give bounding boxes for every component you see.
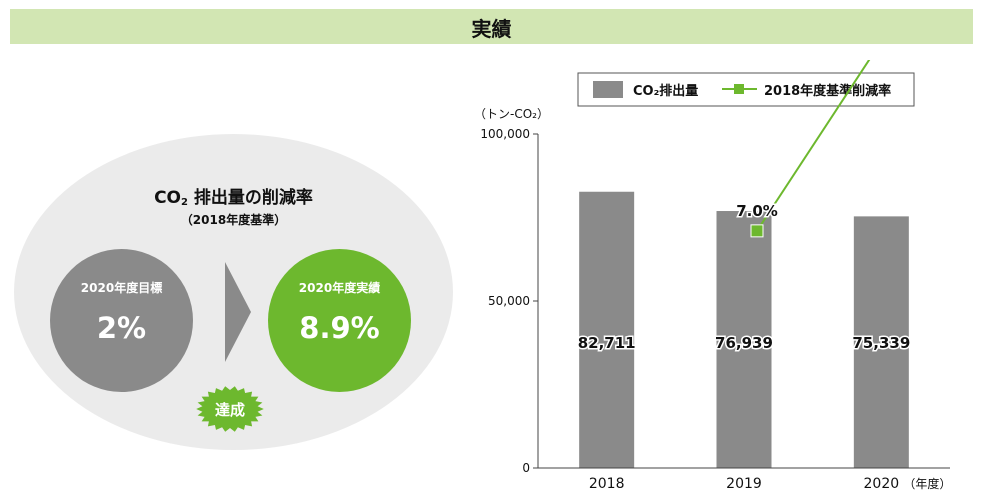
summary-title-co: CO <box>154 188 182 208</box>
line-point <box>750 224 764 238</box>
x-axis-unit: （年度） <box>903 476 951 491</box>
target-label: 2020年度目標 <box>80 281 163 295</box>
title-bar: 実績 <box>10 9 973 44</box>
bar-value-label: 76,939 <box>715 334 773 352</box>
bar-2020 <box>853 216 909 468</box>
achievement-badge-label: 達成 <box>214 401 245 419</box>
bar-value-label: 75,339 <box>852 334 910 352</box>
y-tick-label: 50,000 <box>488 294 530 308</box>
bar-2019 <box>716 211 772 468</box>
line-path <box>756 60 871 232</box>
legend-line-marker <box>734 84 744 94</box>
summary-title-sub: 2 <box>181 197 188 208</box>
legend-bar-label: CO₂排出量 <box>633 83 698 99</box>
y-axis-unit: （トン-CO₂） <box>474 107 549 121</box>
actual-circle: 2020年度実績 8.9% <box>268 249 411 392</box>
summary-subtitle: （2018年度基準） <box>180 213 287 227</box>
achievement-badge-icon <box>196 386 264 432</box>
actual-value: 8.9% <box>299 311 380 345</box>
bar-series: 82,711 76,939 75,339 <box>576 191 912 469</box>
line-value-label: 7.0% <box>736 202 778 220</box>
y-tick-label: 0 <box>522 461 530 475</box>
y-axis: 0 50,000 100,000 <box>480 127 539 475</box>
page-title: 実績 <box>471 17 512 41</box>
x-tick-label: 2019 <box>726 476 762 492</box>
legend-line-label: 2018年度基準削減率 <box>764 83 891 99</box>
target-value: 2% <box>96 311 147 345</box>
summary-title: CO2 排出量の削減率 <box>14 183 453 208</box>
summary-title-rest: 排出量の削減率 <box>187 188 313 208</box>
x-tick-label: 2020 <box>864 476 900 492</box>
line-series: 7.0%8.9% <box>735 60 871 238</box>
x-tick-label: 2018 <box>589 476 625 492</box>
target-circle: 2020年度目標 2% <box>50 249 193 392</box>
emissions-chart: CO₂排出量 2018年度基準削減率 （トン-CO₂） 0 50,000 100,0… <box>474 60 951 492</box>
bar-value-label: 82,711 <box>578 334 636 352</box>
x-axis: 2018 2019 2020 （年度） <box>538 467 951 492</box>
actual-label: 2020年度実績 <box>298 281 381 295</box>
bar-2018 <box>579 191 635 469</box>
y-tick-label: 100,000 <box>480 127 530 141</box>
legend-bar-swatch <box>593 81 623 98</box>
arrow-right-icon <box>225 262 251 362</box>
